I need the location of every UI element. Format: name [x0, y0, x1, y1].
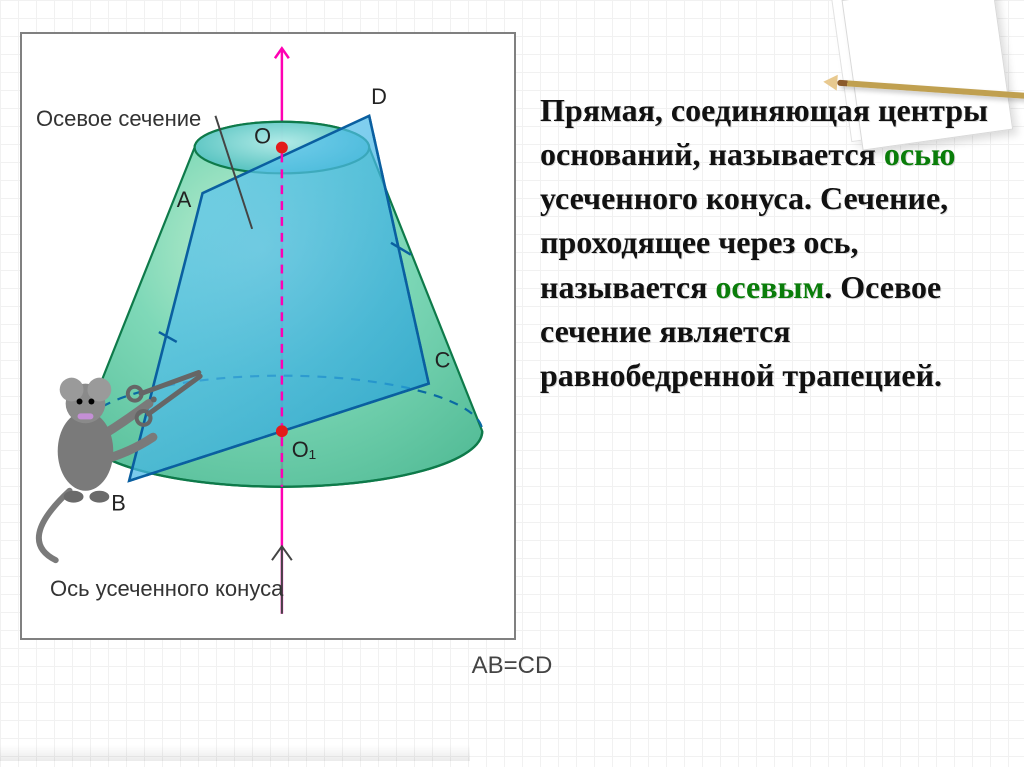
- label-O: O: [254, 124, 271, 149]
- bottom-shadow: [0, 745, 470, 761]
- keyword-axial: осевым: [715, 269, 824, 305]
- label-A: A: [177, 187, 192, 212]
- label-D: D: [371, 84, 387, 109]
- label-axial-section: Осевое сечение: [36, 106, 201, 132]
- label-O1: O₁: [292, 437, 316, 462]
- truncated-cone-figure: A D B C O O₁: [20, 32, 516, 640]
- keyword-axis: осью: [884, 136, 956, 172]
- main-text: Прямая, соединяющая центры оснований, на…: [540, 88, 1014, 397]
- slide-page: A D B C O O₁: [0, 0, 1024, 767]
- label-axis-name: Ось усеченного конуса: [50, 576, 283, 602]
- label-C: C: [435, 348, 451, 373]
- equation-text: AB=CD: [0, 652, 1024, 680]
- label-B: B: [111, 491, 126, 516]
